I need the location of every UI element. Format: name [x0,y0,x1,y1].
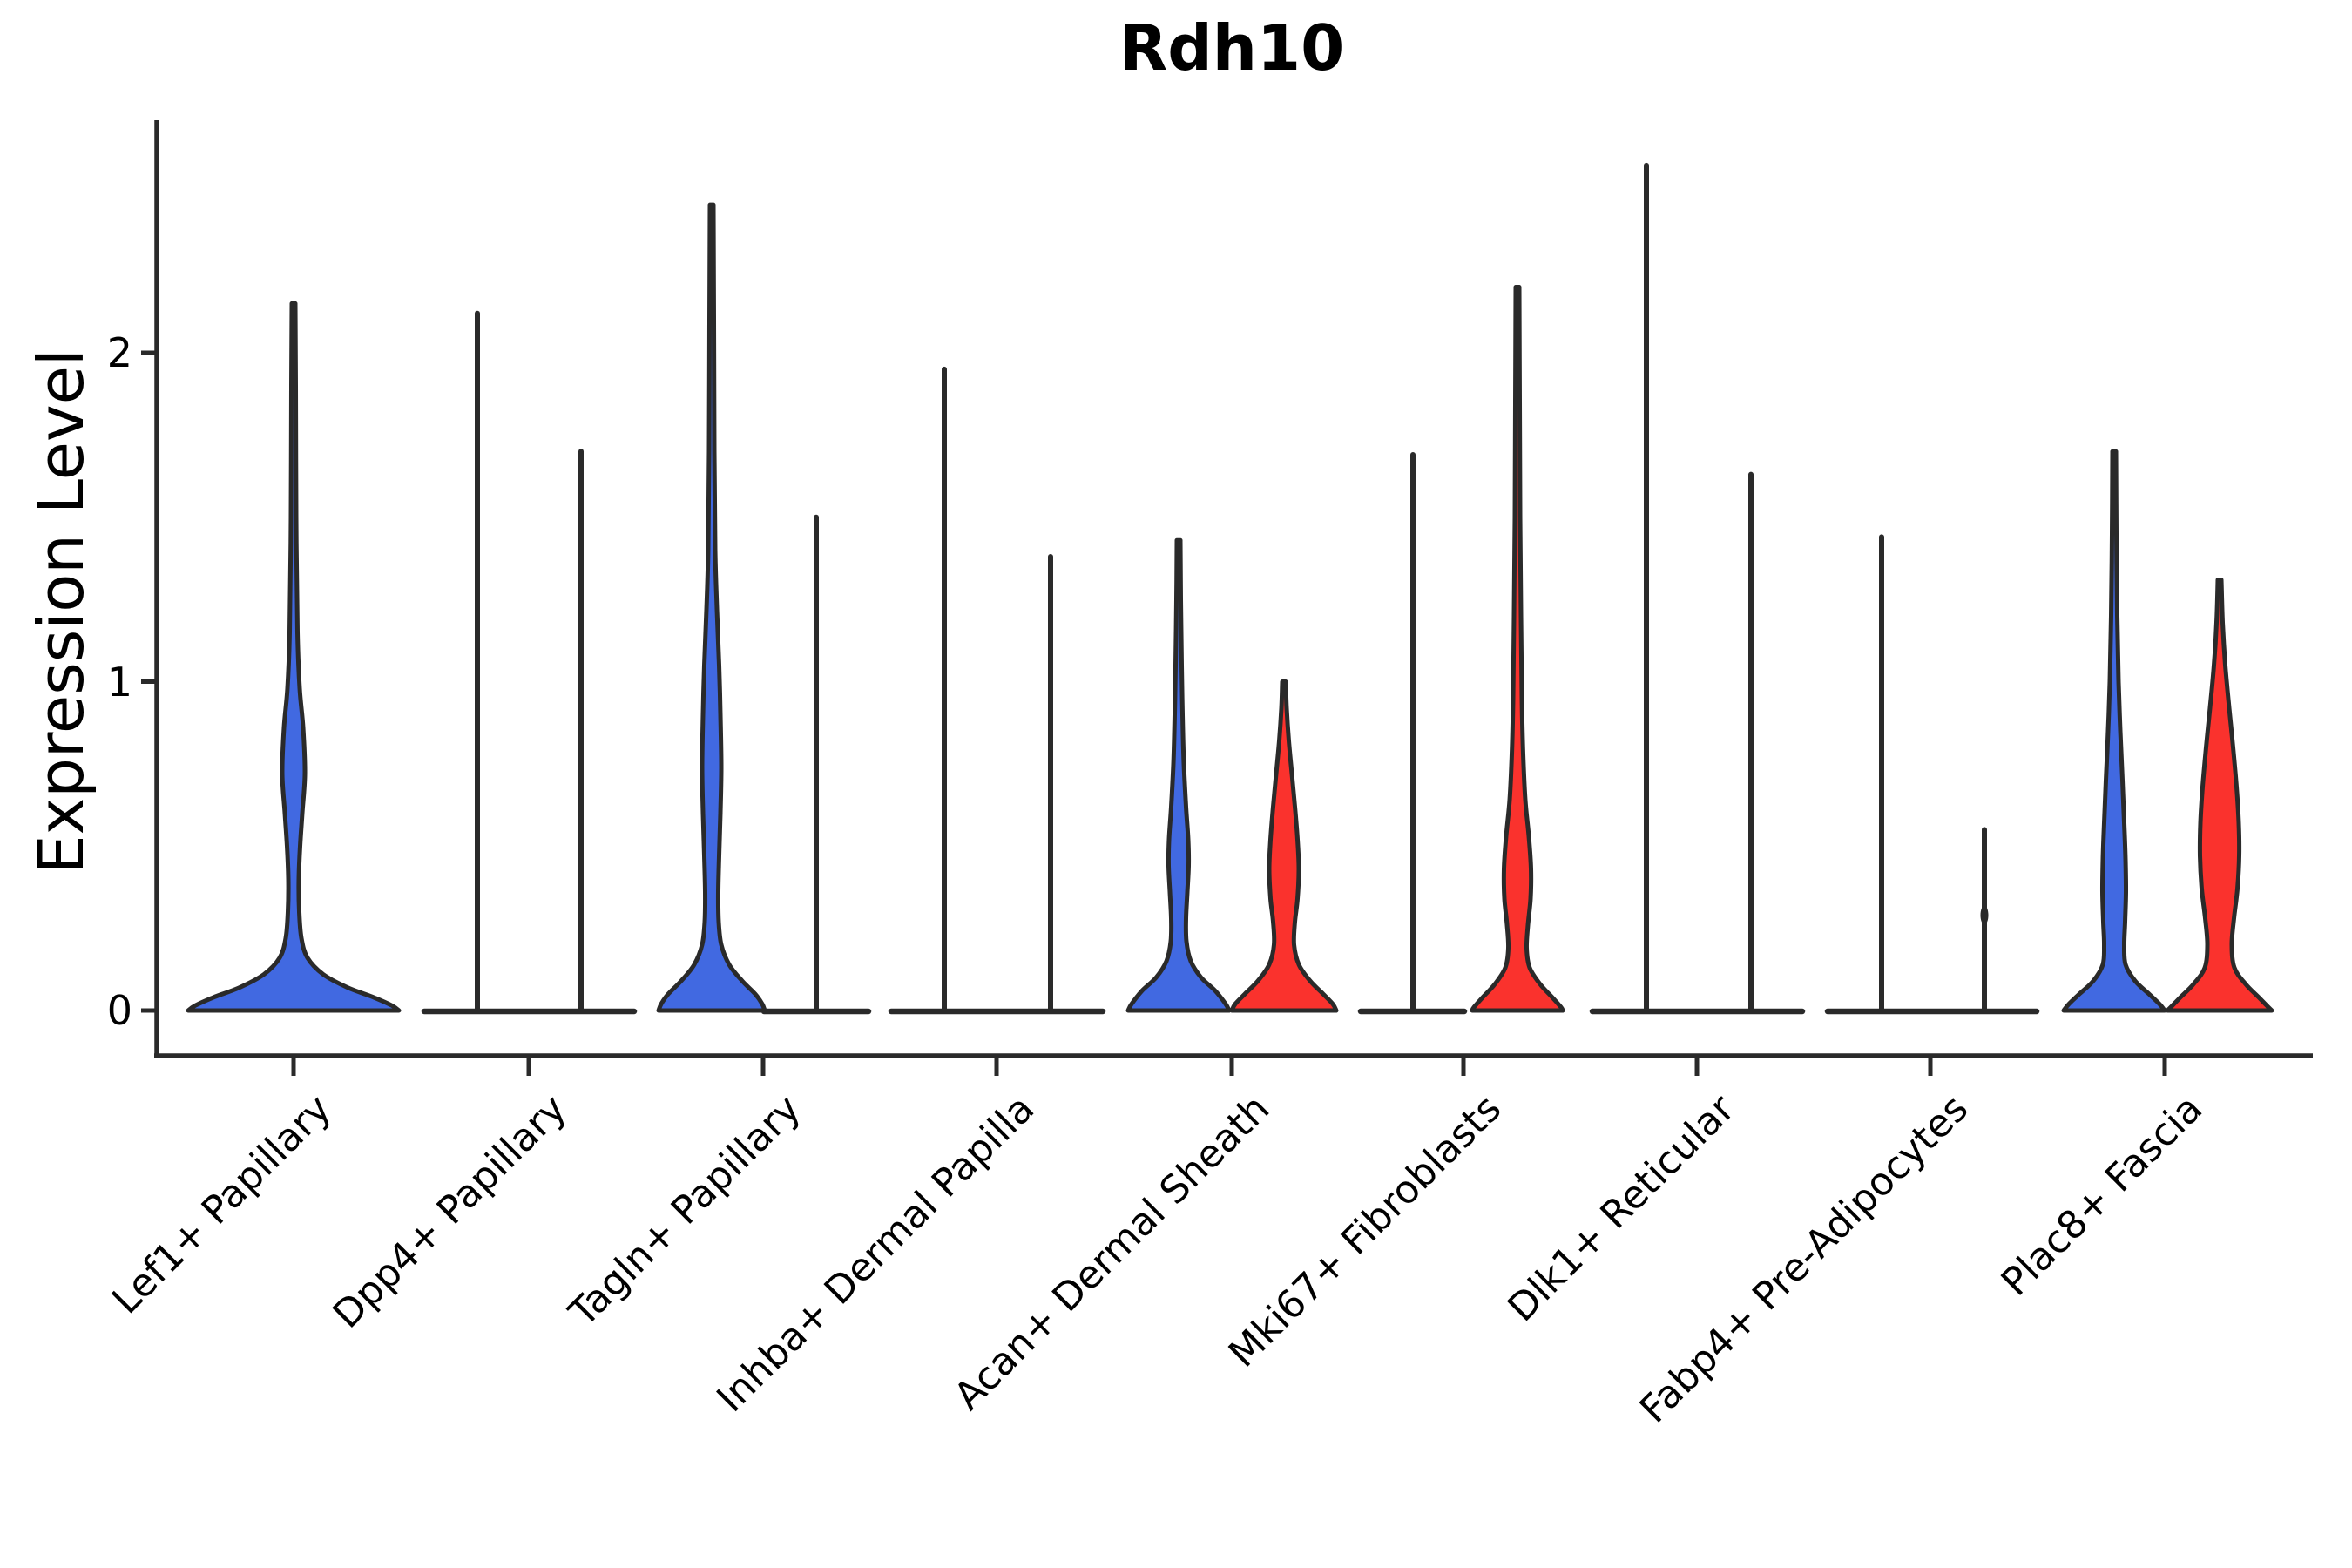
y-tick-label: 2 [106,329,132,376]
y-axis-label: Expression Level [24,348,98,875]
y-tick-label: 0 [106,987,132,1034]
violin-knot [1980,905,1989,925]
violin-body-blue [656,202,767,1013]
violin-body-blue [186,301,402,1013]
violin-body-red [1229,679,1339,1013]
violin-body-blue [2061,449,2167,1013]
y-tick-label: 1 [106,658,132,706]
violin-body-blue [1125,537,1232,1013]
violin-body-red [1470,285,1565,1013]
chart-title: Rdh10 [1119,11,1345,84]
violin-body-red [2165,578,2274,1013]
